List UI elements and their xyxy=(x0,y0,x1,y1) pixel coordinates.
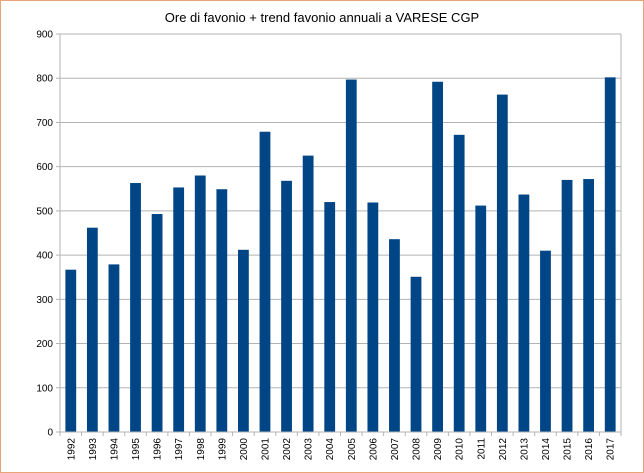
x-tick-label: 2009 xyxy=(433,438,444,461)
bar xyxy=(65,269,77,432)
y-tick-label: 100 xyxy=(36,383,53,394)
bar xyxy=(496,94,508,432)
bar xyxy=(259,131,271,432)
bar xyxy=(324,202,336,432)
bar xyxy=(173,187,185,432)
x-tick-label: 2007 xyxy=(390,438,401,461)
x-tick-label: 1992 xyxy=(66,438,77,461)
x-tick-label: 2002 xyxy=(282,438,293,461)
x-tick-label: 2001 xyxy=(260,438,271,461)
x-tick-label: 1998 xyxy=(196,438,207,461)
bar xyxy=(583,179,595,432)
x-tick-label: 2000 xyxy=(239,438,250,461)
bar xyxy=(194,175,206,432)
x-tick-label: 2006 xyxy=(368,438,379,461)
x-tick-label: 2016 xyxy=(584,438,595,461)
y-tick-label: 700 xyxy=(36,118,53,129)
x-tick-label: 2010 xyxy=(455,438,466,461)
bar xyxy=(302,155,314,432)
bar xyxy=(108,264,120,432)
bar xyxy=(281,180,292,432)
bar xyxy=(604,77,616,433)
x-tick-label: 1997 xyxy=(174,438,185,461)
bar xyxy=(410,276,422,432)
x-tick-label: 2005 xyxy=(347,438,358,461)
x-tick-label: 2008 xyxy=(412,438,423,461)
bar xyxy=(540,250,551,432)
x-tick-label: 2013 xyxy=(519,438,530,461)
x-tick-label: 2003 xyxy=(304,438,315,461)
y-tick-label: 600 xyxy=(36,162,53,173)
bar xyxy=(453,134,465,432)
y-tick-label: 500 xyxy=(36,206,53,217)
x-tick-label: 2012 xyxy=(498,438,509,461)
bar xyxy=(518,194,530,432)
x-tick-label: 2017 xyxy=(606,438,617,461)
x-tick-label: 2015 xyxy=(563,438,574,461)
x-tick-label: 2011 xyxy=(476,438,487,460)
y-tick-label: 800 xyxy=(36,74,53,85)
x-tick-label: 2004 xyxy=(325,438,336,461)
y-tick-label: 400 xyxy=(36,251,53,262)
bar xyxy=(432,81,443,432)
chart-title: Ore di favonio + trend favonio annuali a… xyxy=(164,10,480,25)
bar xyxy=(345,79,357,432)
bar xyxy=(367,202,379,432)
y-tick-label: 200 xyxy=(36,339,53,350)
x-tick-label: 1996 xyxy=(153,438,164,461)
x-tick-label: 1995 xyxy=(131,438,142,461)
bar xyxy=(561,179,573,432)
x-tick-label: 2014 xyxy=(541,438,552,461)
y-tick-label: 900 xyxy=(36,30,53,41)
bar xyxy=(389,239,400,432)
x-tick-label: 1999 xyxy=(217,438,228,461)
y-tick-label: 0 xyxy=(47,428,53,439)
bar xyxy=(86,227,98,432)
bar xyxy=(238,249,249,432)
bar xyxy=(130,183,141,432)
y-tick-label: 300 xyxy=(36,295,53,306)
x-tick-label: 1994 xyxy=(109,438,120,461)
bar xyxy=(151,213,163,432)
bar xyxy=(475,205,487,432)
bar xyxy=(216,189,228,432)
x-tick-label: 1993 xyxy=(88,438,99,461)
